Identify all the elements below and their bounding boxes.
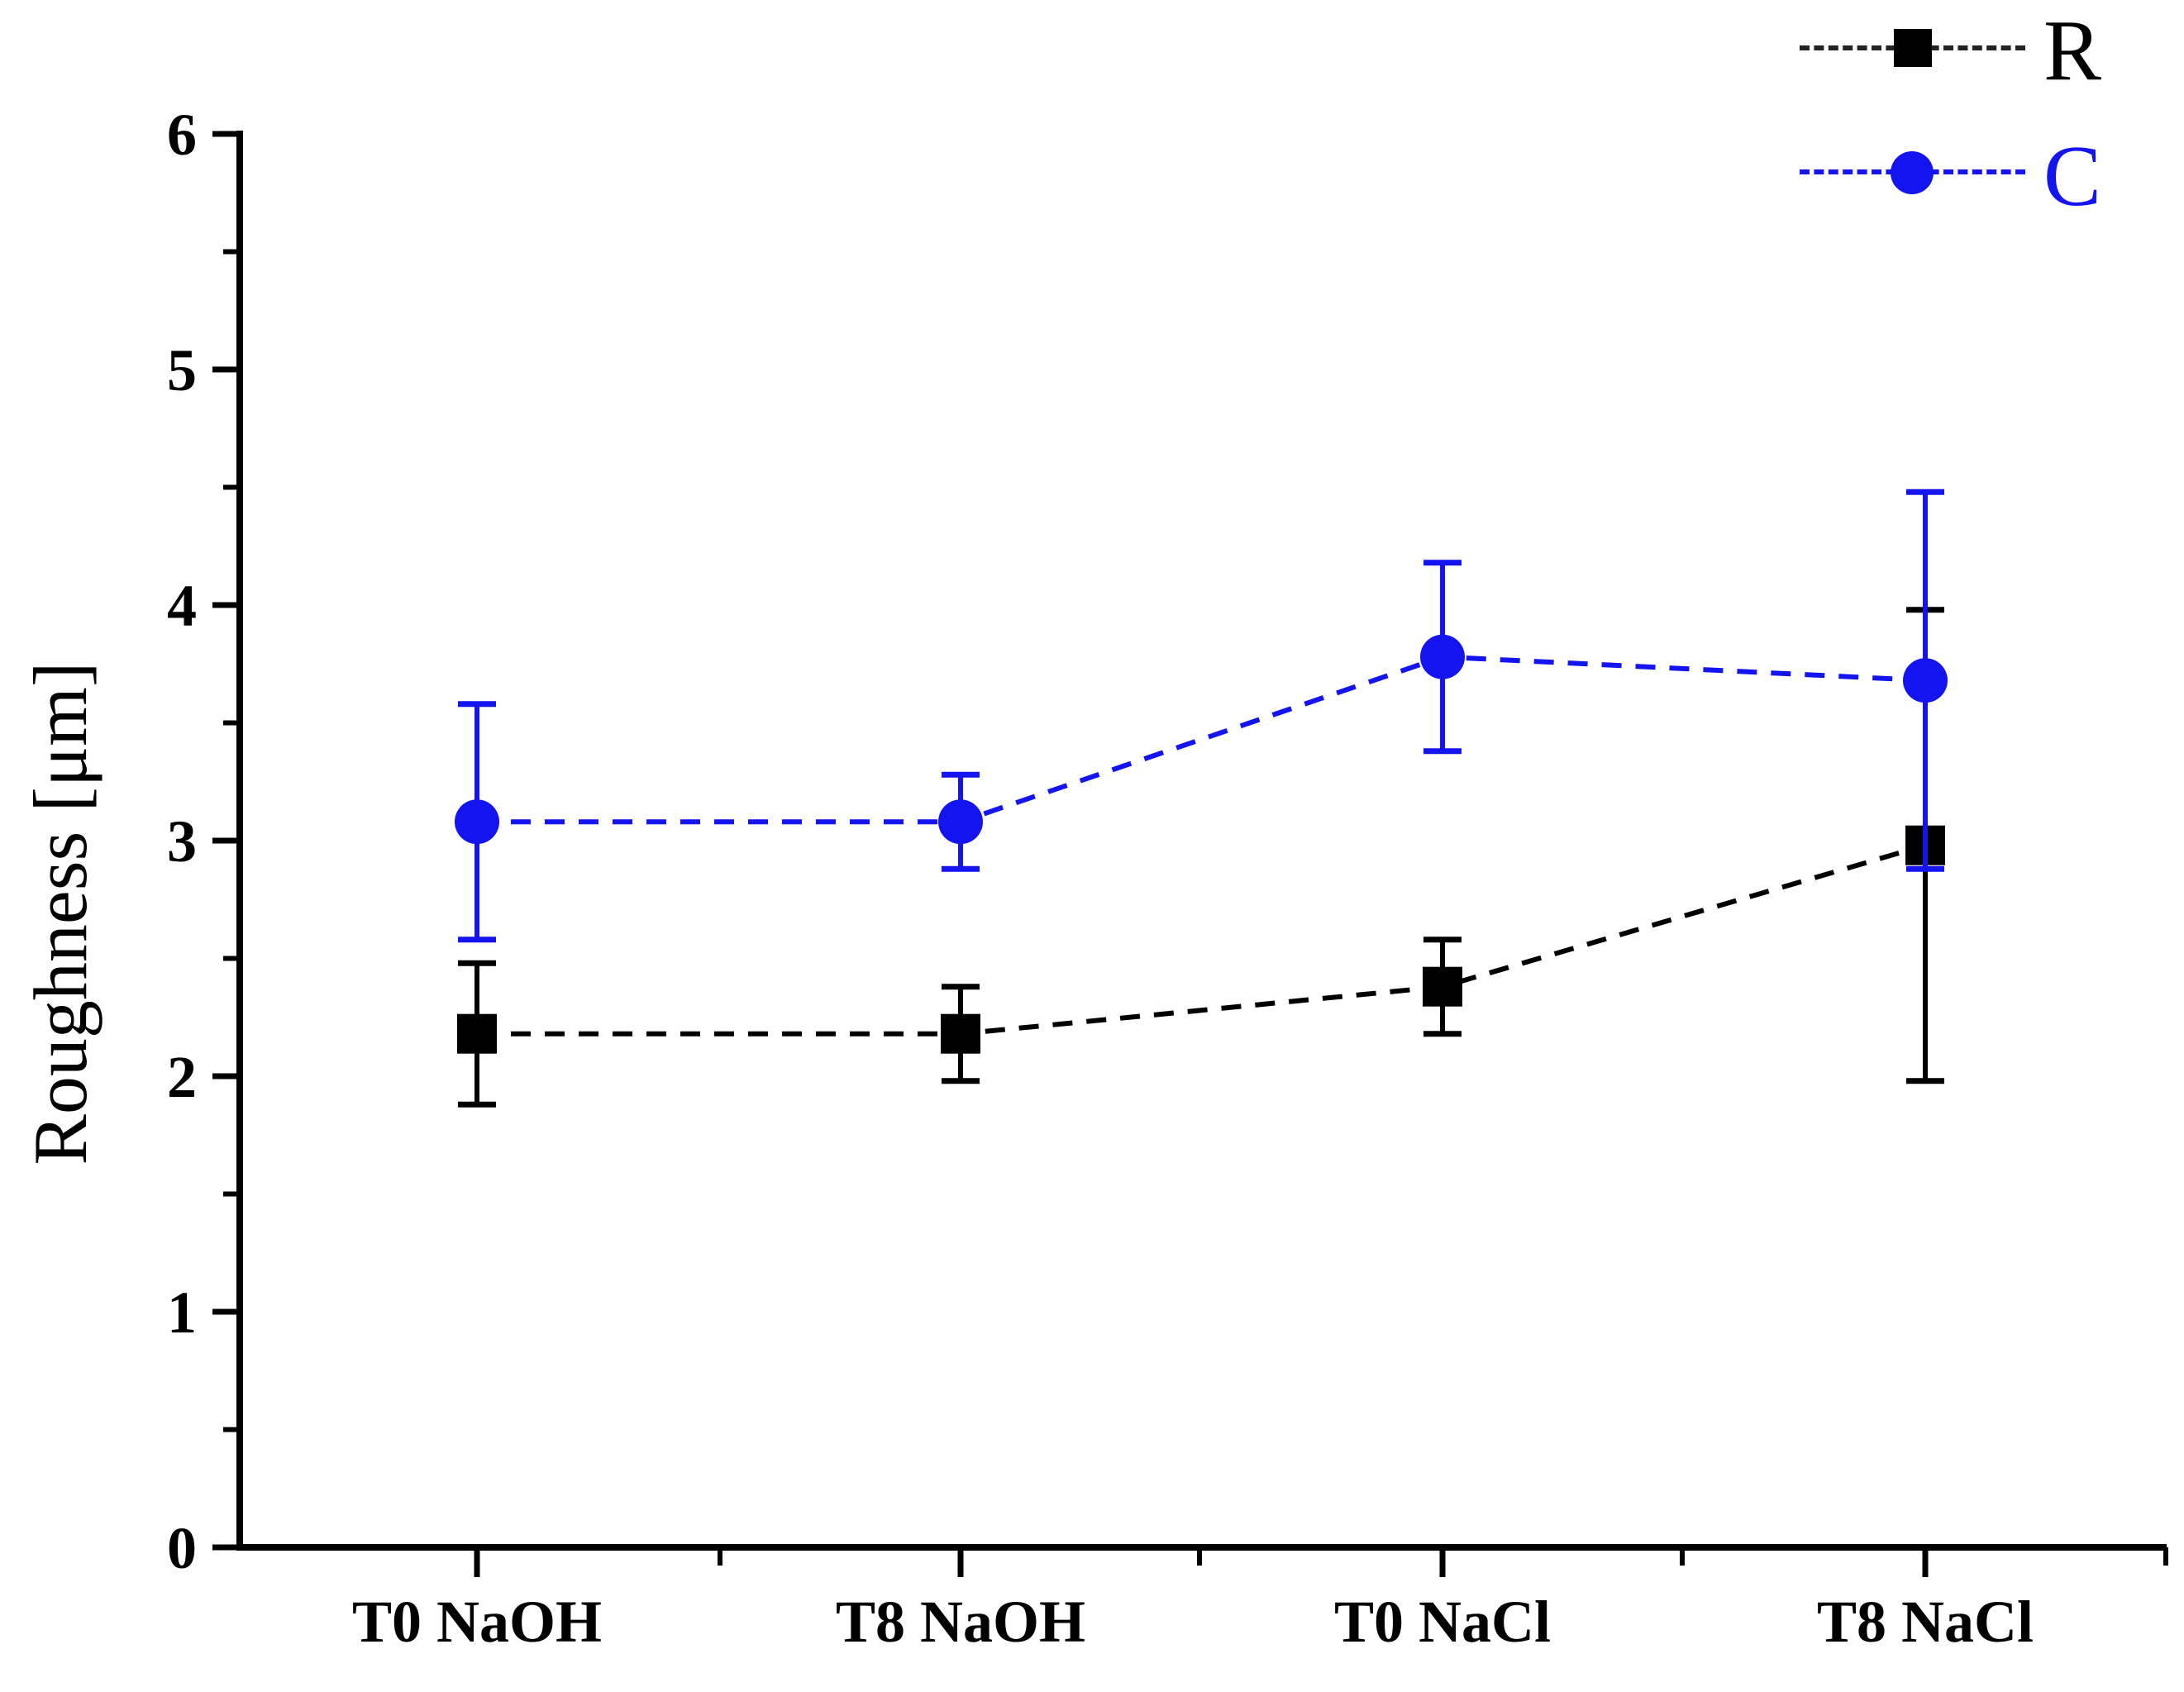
series-C-marker [455,799,499,845]
x-category-label: T8 NaCl [1817,1589,2034,1655]
x-category-label: T8 NaOH [836,1589,1085,1655]
legend-square-marker-icon [1894,29,1932,67]
legend-label-R: R [2043,2,2102,98]
series-C-marker [1420,634,1465,679]
y-tick-label: 4 [167,573,197,639]
legend-label-C: C [2043,127,2102,224]
series-R-marker [1423,966,1462,1007]
y-axis-title: Roughness [μm] [18,661,103,1165]
legend-circle-marker-icon [1891,151,1934,194]
y-tick-label: 0 [167,1515,197,1581]
y-tick-label: 3 [167,808,197,875]
y-tick-label: 6 [167,102,197,168]
y-tick-label: 2 [167,1044,197,1110]
series-R-line [477,842,1926,1037]
series-C-marker [1903,658,1948,703]
legend: R C [0,0,2184,248]
series-R-marker [457,1013,497,1054]
y-tick-label: 1 [167,1280,197,1346]
series-C-line [477,654,1926,825]
series-C-marker [938,799,983,845]
x-category-label: T0 NaOH [352,1589,602,1655]
series-R-marker [941,1013,980,1054]
x-category-label: T0 NaCl [1334,1589,1551,1655]
y-tick-label: 5 [167,337,197,403]
